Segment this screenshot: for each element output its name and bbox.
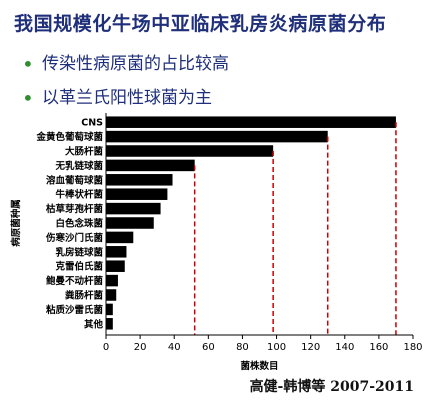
category-label: CNS bbox=[81, 118, 103, 129]
x-tick-label: 180 bbox=[403, 342, 422, 353]
bar bbox=[106, 318, 113, 330]
bar bbox=[106, 174, 173, 186]
bar bbox=[106, 246, 127, 258]
category-label: 大肠杆菌 bbox=[65, 146, 104, 158]
x-axis-title: 菌株数目 bbox=[240, 360, 278, 372]
x-tick-label: 120 bbox=[301, 342, 320, 353]
bullet-text: 以革兰氏阳性球菌为主 bbox=[42, 88, 212, 108]
bar bbox=[106, 116, 396, 128]
x-tick-label: 140 bbox=[335, 342, 354, 353]
bar bbox=[106, 274, 118, 287]
bar bbox=[106, 159, 195, 172]
bar bbox=[106, 231, 134, 244]
category-label: 粪肠杆菌 bbox=[65, 290, 104, 302]
category-label: 溶血葡萄球菌 bbox=[46, 174, 104, 186]
dot-icon: • bbox=[22, 86, 34, 110]
x-tick-label: 80 bbox=[236, 342, 249, 353]
bar bbox=[106, 303, 113, 316]
category-label: 金黄色葡萄球菌 bbox=[35, 131, 103, 143]
category-label: 鲍曼不动杆菌 bbox=[45, 275, 104, 287]
slide-title: 我国规模化牛场中亚临床乳房炎病原菌分布 bbox=[14, 13, 387, 35]
x-tick-label: 20 bbox=[134, 342, 147, 353]
x-tick-label: 160 bbox=[369, 342, 388, 353]
x-tick-label: 60 bbox=[202, 342, 215, 353]
bullet-list: • 传染性病原菌的占比较高 • 以革兰氏阳性球菌为主 bbox=[22, 52, 229, 120]
bullet-item: • 以革兰氏阳性球菌为主 bbox=[22, 86, 229, 120]
citation: 高健-韩博等 2007-2011 bbox=[249, 379, 414, 395]
bar bbox=[106, 289, 117, 301]
category-label: 粘质沙雷氏菌 bbox=[45, 304, 104, 316]
x-tick-label: 40 bbox=[168, 342, 181, 353]
category-label: 牛棒状杆菌 bbox=[55, 189, 103, 201]
category-label: 无乳链球菌 bbox=[54, 160, 103, 172]
category-label: 枯草芽孢杆菌 bbox=[46, 203, 104, 215]
x-tick-label: 0 bbox=[103, 342, 109, 353]
dot-icon: • bbox=[22, 52, 34, 76]
category-label: 其他 bbox=[84, 318, 104, 330]
bar bbox=[106, 202, 161, 215]
bar bbox=[106, 217, 154, 229]
category-label: 伤寒沙门氏菌 bbox=[45, 232, 104, 244]
x-tick-label: 100 bbox=[267, 342, 286, 353]
y-axis-title: 病原菌种属 bbox=[10, 199, 22, 247]
bullet-item: • 传染性病原菌的占比较高 bbox=[22, 52, 229, 86]
bar bbox=[106, 188, 168, 200]
bar bbox=[106, 260, 125, 272]
category-label: 白色念珠菌 bbox=[55, 218, 103, 230]
bullet-text: 传染性病原菌的占比较高 bbox=[42, 54, 229, 74]
bar bbox=[106, 145, 274, 157]
bar-chart: CNS 金黄色葡萄球菌大肠杆菌无乳链球菌溶血葡萄球菌牛棒状杆菌枯草芽孢杆菌白色念珠… bbox=[10, 113, 423, 372]
category-label: 克雷伯氏菌 bbox=[55, 261, 103, 273]
bar bbox=[106, 130, 328, 143]
category-label: 乳房链球菌 bbox=[55, 246, 103, 258]
